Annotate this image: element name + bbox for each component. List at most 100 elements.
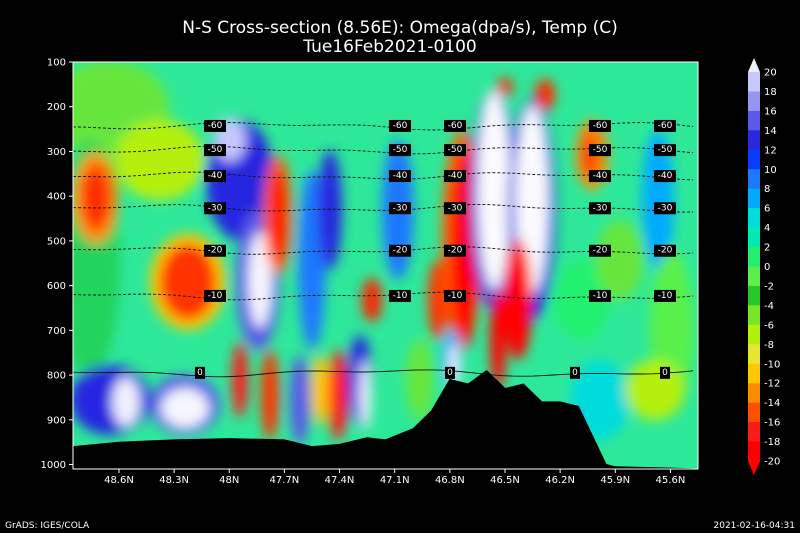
contour-label-bg bbox=[389, 170, 411, 183]
y-tick-label: 1000 bbox=[41, 460, 66, 471]
contour-label-bg bbox=[444, 144, 466, 157]
contour-label-bg bbox=[204, 244, 226, 257]
contour-label: -20 bbox=[208, 246, 223, 256]
chart-subtitle: Tue16Feb2021-0100 bbox=[302, 37, 476, 57]
colorbar-label: -4 bbox=[764, 301, 774, 312]
contour-label: -60 bbox=[208, 121, 223, 131]
colorbar-swatch bbox=[748, 324, 760, 345]
x-tick-label: 46.8N bbox=[435, 475, 465, 486]
contour-label-bg bbox=[654, 170, 676, 183]
colorbar-swatch bbox=[748, 402, 760, 423]
x-tick-label: 48.3N bbox=[159, 475, 189, 486]
contour-label: 0 bbox=[572, 368, 578, 378]
terrain-mask bbox=[73, 369, 698, 469]
contour-label: -20 bbox=[448, 246, 463, 256]
contour-label: -50 bbox=[658, 145, 673, 155]
x-tick-label: 45.9N bbox=[600, 475, 630, 486]
contour-label-bg bbox=[654, 202, 676, 215]
colorbar-label: 8 bbox=[764, 184, 770, 195]
contour-label: -10 bbox=[448, 291, 463, 301]
contour-label: -10 bbox=[593, 291, 608, 301]
y-tick-label: 200 bbox=[47, 102, 66, 113]
contour-label-bg bbox=[389, 119, 411, 132]
contour-label: -30 bbox=[448, 203, 463, 213]
contour-label-bg bbox=[389, 144, 411, 157]
x-tick-label: 48.6N bbox=[104, 475, 134, 486]
contour-label-bg bbox=[204, 289, 226, 302]
contour-label: -30 bbox=[393, 203, 408, 213]
colorbar-label: 10 bbox=[764, 165, 777, 176]
contour-label: -50 bbox=[448, 145, 463, 155]
x-axis: 48.6N 48.3N 48N 47.7N 47.4N 47.1N 46.8N 46.5N 46… bbox=[104, 469, 685, 486]
colorbar-label: -14 bbox=[764, 398, 780, 409]
colorbar-swatch bbox=[748, 91, 760, 112]
footer-left: GrADS: IGES/COLA bbox=[5, 521, 90, 531]
colorbar-label: 0 bbox=[764, 262, 770, 273]
contour-label-bg bbox=[444, 289, 466, 302]
colorbar-label: -18 bbox=[764, 437, 780, 448]
colorbar-label: 2 bbox=[764, 243, 770, 254]
contour-label: 0 bbox=[197, 368, 203, 378]
colorbar-label: -16 bbox=[764, 418, 780, 429]
colorbar-swatch bbox=[748, 208, 760, 229]
y-tick-label: 900 bbox=[47, 415, 66, 426]
contour-label: -50 bbox=[208, 145, 223, 155]
contour-label: -50 bbox=[393, 145, 408, 155]
x-tick-label: 47.1N bbox=[380, 475, 410, 486]
temp-contour-line bbox=[73, 369, 694, 378]
contour-label: -30 bbox=[593, 203, 608, 213]
contour-label-bg bbox=[444, 119, 466, 132]
colorbar-label: 16 bbox=[764, 106, 777, 117]
contour-label-bg bbox=[589, 170, 611, 183]
colorbar-label: -8 bbox=[764, 340, 774, 351]
contour-label: 0 bbox=[662, 368, 668, 378]
colorbar-label: -12 bbox=[764, 379, 780, 390]
contour-label: -20 bbox=[393, 246, 408, 256]
colorbar-swatch bbox=[748, 130, 760, 151]
colorbar-swatch bbox=[748, 188, 760, 209]
colorbar-swatch bbox=[748, 441, 760, 462]
y-tick-label: 600 bbox=[47, 281, 66, 292]
contour-label: -40 bbox=[658, 171, 673, 181]
contour-label-bg bbox=[589, 289, 611, 302]
colorbar-label: 18 bbox=[764, 87, 777, 98]
contour-label-bg bbox=[660, 366, 670, 379]
y-axis: 100 200 300 400 500 600 700 800 900 1000 bbox=[41, 58, 73, 471]
chart-title: N-S Cross-section (8.56E): Omega(dpa/s),… bbox=[182, 18, 618, 38]
colorbar-label: -20 bbox=[764, 457, 780, 468]
contour-label: -60 bbox=[393, 121, 408, 131]
contour-label: -30 bbox=[208, 203, 223, 213]
contour-label: -40 bbox=[208, 171, 223, 181]
y-tick-label: 100 bbox=[47, 58, 66, 69]
contour-label-bg bbox=[570, 366, 580, 379]
contour-label: -30 bbox=[658, 203, 673, 213]
y-tick-label: 400 bbox=[47, 192, 66, 203]
colorbar-top-arrow bbox=[748, 58, 760, 72]
colorbar-label: -6 bbox=[764, 320, 774, 331]
x-tick-label: 46.5N bbox=[490, 475, 520, 486]
contour-label-bg bbox=[204, 144, 226, 157]
colorbar-swatch bbox=[748, 247, 760, 267]
contour-label: -60 bbox=[448, 121, 463, 131]
contour-label-bg bbox=[654, 144, 676, 157]
y-tick-label: 800 bbox=[47, 371, 66, 382]
contour-label-bg bbox=[589, 202, 611, 215]
x-tick-label: 47.7N bbox=[270, 475, 300, 486]
colorbar: 20181614121086420-2-4-6-8-10-12-14-16-18… bbox=[748, 58, 780, 475]
contour-label-bg bbox=[389, 289, 411, 302]
contour-label-bg bbox=[389, 244, 411, 257]
colorbar-bottom-arrow bbox=[748, 461, 760, 475]
contour-label-bg bbox=[589, 144, 611, 157]
colorbar-swatch bbox=[748, 383, 760, 404]
temperature-contours: -60 -60 -60 -60 -60 -50 -50 -50 -50 -50 -40 -40 -40 -… bbox=[73, 119, 694, 379]
contour-label-bg bbox=[389, 202, 411, 215]
colorbar-swatch bbox=[748, 285, 760, 306]
colorbar-label: -2 bbox=[764, 281, 774, 292]
contour-label-bg bbox=[444, 244, 466, 257]
y-tick-label: 700 bbox=[47, 326, 66, 337]
y-tick-label: 500 bbox=[47, 236, 66, 247]
colorbar-label: 14 bbox=[764, 126, 777, 137]
footer-right: 2021-02-16-04:31 bbox=[714, 521, 796, 531]
x-tick-label: 47.4N bbox=[325, 475, 355, 486]
